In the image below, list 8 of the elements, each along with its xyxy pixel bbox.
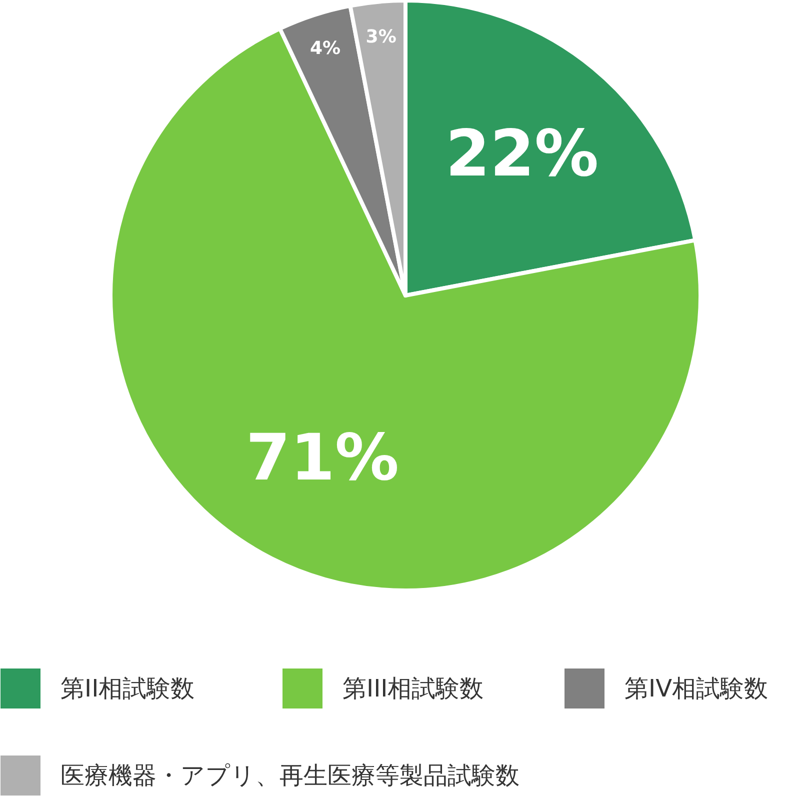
data-label: 3%: [366, 26, 396, 48]
data-label: 22%: [445, 118, 599, 192]
legend-label: 第IV相試験数: [624, 674, 768, 702]
legend-label: 医療機器・アプリ、再生医療等製品試験数: [60, 762, 520, 790]
legend-label: 第III相試験数: [342, 674, 484, 702]
legend-label: 第II相試験数: [60, 674, 195, 702]
data-label: 4%: [310, 38, 341, 60]
data-label: 71%: [246, 421, 400, 496]
